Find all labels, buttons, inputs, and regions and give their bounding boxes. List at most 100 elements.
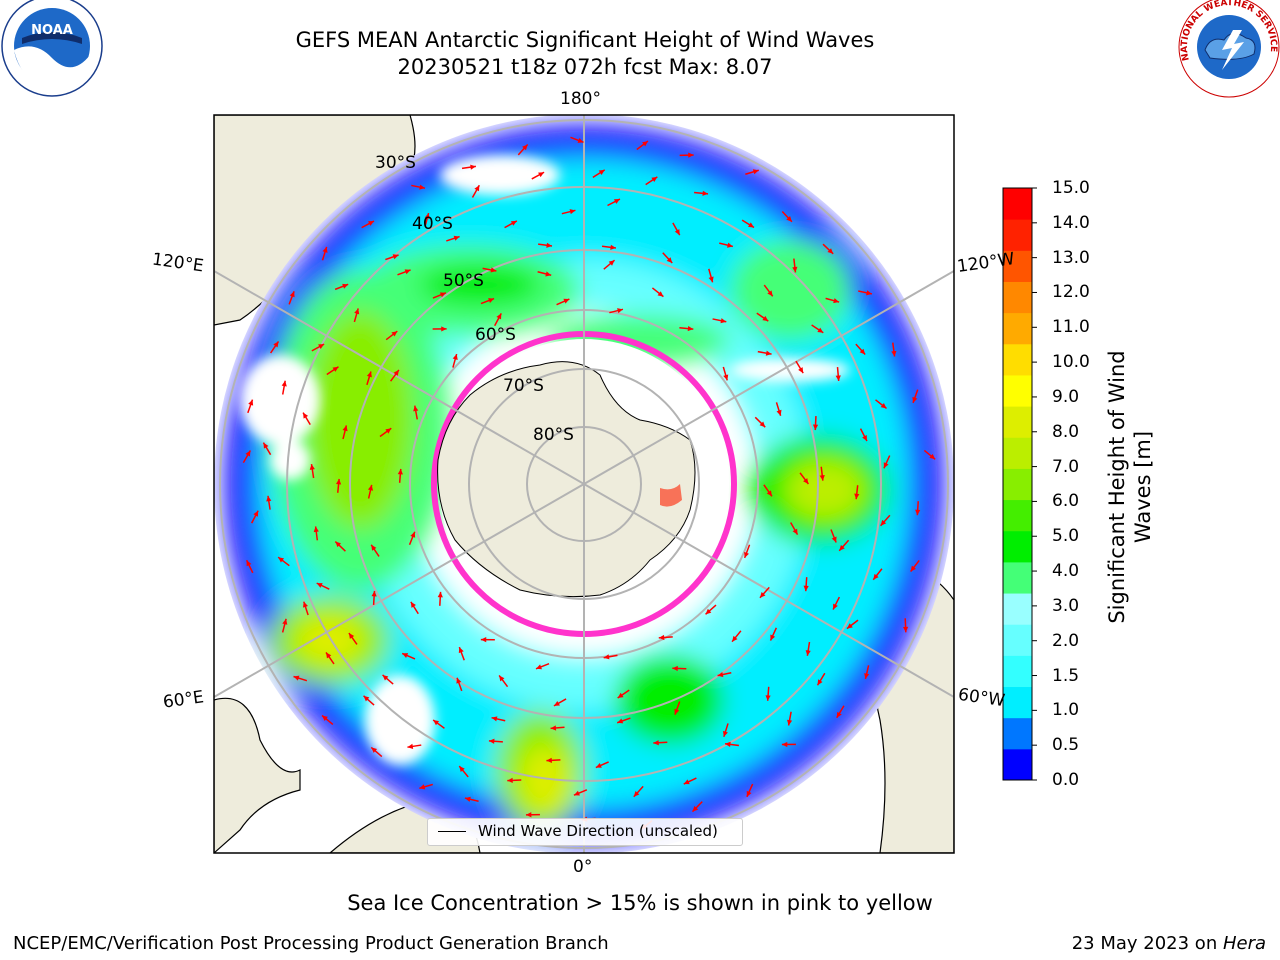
wind-arrow-head bbox=[546, 242, 553, 248]
wind-arrow-head bbox=[293, 675, 300, 681]
wind-arrow-head bbox=[765, 695, 771, 701]
colorbar-segment bbox=[1003, 468, 1032, 501]
wind-arrow-head bbox=[488, 298, 495, 303]
wind-arrow-head bbox=[720, 318, 727, 324]
wind-arrow-head bbox=[767, 290, 773, 297]
map-legend: Wind Wave Direction (unscaled) bbox=[427, 818, 743, 846]
wind-arrow-head bbox=[866, 290, 872, 296]
colorbar-title: Significant Height of Wind Waves [m] bbox=[1105, 350, 1155, 624]
wind-arrow-head bbox=[759, 592, 766, 598]
wind-arrow-head bbox=[458, 647, 464, 654]
wind-arrow-head bbox=[912, 396, 918, 403]
graticule bbox=[214, 115, 954, 853]
wind-arrow-head bbox=[342, 425, 348, 432]
wind-arrow-head bbox=[732, 635, 738, 642]
wind-arrow-head bbox=[617, 692, 624, 698]
colorbar-tick-label: 2.0 bbox=[1052, 630, 1080, 651]
wind-arrow-head bbox=[776, 409, 782, 416]
wind-arrow-head bbox=[363, 695, 370, 702]
wind-arrow-head bbox=[441, 326, 447, 332]
wind-arrow-head bbox=[480, 637, 487, 643]
wind-arrow-head bbox=[507, 777, 513, 783]
wind-arrow-head bbox=[367, 484, 374, 491]
colorbar-tick-label: 0.0 bbox=[1052, 770, 1080, 790]
wind-arrow-head bbox=[770, 634, 776, 641]
colorbar-segment bbox=[1003, 312, 1032, 345]
wind-arrow-head bbox=[273, 341, 279, 348]
colorbar-segment bbox=[1003, 374, 1032, 407]
wind-arrow-head bbox=[762, 315, 769, 322]
wind-arrow-head bbox=[433, 720, 440, 726]
wind-arrow-head bbox=[419, 184, 426, 190]
colorbar-segment bbox=[1003, 655, 1032, 688]
chart-title-line1: GEFS MEAN Antarctic Significant Height o… bbox=[295, 28, 875, 52]
colorbar-segment bbox=[1003, 624, 1032, 656]
wind-arrow-head bbox=[617, 718, 624, 724]
wind-arrow-head bbox=[666, 257, 673, 264]
colorbar-tick-label: 4.0 bbox=[1052, 561, 1080, 582]
wind-arrow-head bbox=[672, 665, 678, 672]
wind-arrow-head bbox=[464, 796, 471, 802]
wind-arrow-head bbox=[246, 560, 252, 567]
wind-direction-arrows bbox=[242, 136, 936, 830]
colorbar-tick-label: 7.0 bbox=[1052, 456, 1080, 477]
wind-arrow-head bbox=[608, 260, 615, 266]
wind-arrow-head bbox=[496, 313, 502, 320]
wind-arrow-head bbox=[915, 509, 921, 516]
lon-label-0: 0° bbox=[573, 857, 593, 877]
wind-arrow-head bbox=[510, 220, 517, 226]
wind-arrow-head bbox=[702, 190, 709, 196]
wind-arrow-head bbox=[862, 435, 867, 442]
footer-host: Hera bbox=[1222, 933, 1266, 954]
colorbar-tick-label: 1.5 bbox=[1052, 665, 1080, 686]
colorbar-segment bbox=[1003, 343, 1032, 376]
wind-arrow-head bbox=[598, 169, 605, 175]
noaa-logo-text: NOAA bbox=[31, 23, 73, 38]
lat-label-30s: 30°S bbox=[375, 153, 416, 173]
wind-arrow-head bbox=[929, 453, 936, 460]
wind-arrow-head bbox=[316, 583, 323, 588]
wind-arrow-head bbox=[651, 176, 658, 183]
colorbar-tick-label: 10.0 bbox=[1052, 352, 1090, 373]
map-area: 30°S 40°S 50°S 60°S 70°S 80°S bbox=[214, 115, 954, 853]
wind-arrow-head bbox=[368, 221, 374, 226]
wind-arrow-head bbox=[452, 354, 458, 360]
wind-arrow-head bbox=[413, 405, 419, 412]
wind-arrow-head bbox=[474, 185, 480, 192]
wind-arrow-head bbox=[281, 380, 287, 387]
wind-arrow-head bbox=[371, 544, 377, 551]
wind-arrow-head bbox=[535, 664, 542, 670]
noaa-logo: NOAA bbox=[1, 0, 103, 97]
wind-arrow-head bbox=[692, 805, 699, 812]
colorbar-segment bbox=[1003, 499, 1032, 532]
wind-arrow-head bbox=[366, 371, 372, 378]
wind-arrow-head bbox=[836, 711, 842, 718]
wind-arrow-head bbox=[674, 229, 680, 236]
wind-arrow-head bbox=[491, 716, 498, 722]
wind-arrow-head bbox=[748, 222, 755, 228]
colorbar-tick-label: 13.0 bbox=[1052, 247, 1090, 268]
nws-logo: NATIONAL WEATHER SERVICE bbox=[1178, 0, 1280, 98]
lat-label-60s: 60°S bbox=[475, 325, 516, 345]
colorbar-segment bbox=[1003, 748, 1032, 781]
colorbar-segment bbox=[1003, 281, 1032, 314]
wind-arrow-head bbox=[717, 671, 724, 678]
wind-arrow-head bbox=[880, 403, 887, 409]
wind-arrow-head bbox=[803, 478, 809, 485]
wind-arrow-head bbox=[781, 741, 788, 748]
colorbar-segment bbox=[1003, 686, 1032, 719]
wind-arrow-head bbox=[864, 673, 870, 679]
wind-arrow-head bbox=[817, 679, 823, 686]
wind-arrow-head bbox=[812, 424, 819, 431]
colorbar-tick-label: 0.5 bbox=[1052, 735, 1080, 756]
wind-arrow-head bbox=[653, 740, 659, 746]
footer-date-text: 23 May 2023 on bbox=[1071, 933, 1223, 954]
wind-arrow-head bbox=[752, 169, 759, 175]
wind-arrow-head bbox=[371, 590, 377, 597]
wind-arrow-head bbox=[302, 601, 308, 608]
wind-arrow-head bbox=[553, 700, 560, 706]
lat-label-70s: 70°S bbox=[503, 376, 544, 396]
wind-arrow-head bbox=[335, 478, 342, 485]
colorbar-segment bbox=[1003, 406, 1032, 438]
